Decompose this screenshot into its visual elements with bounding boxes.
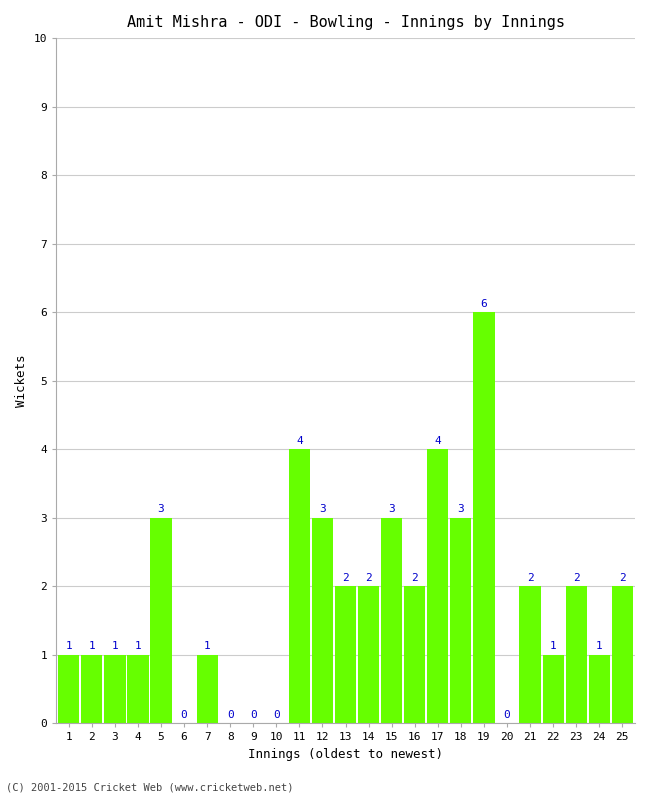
Text: 0: 0	[273, 710, 280, 720]
Bar	[589, 655, 610, 723]
Text: 1: 1	[135, 642, 141, 651]
Text: 1: 1	[204, 642, 211, 651]
Text: 0: 0	[250, 710, 257, 720]
Bar	[427, 450, 448, 723]
Text: 0: 0	[227, 710, 233, 720]
Text: 3: 3	[388, 504, 395, 514]
Bar	[381, 518, 402, 723]
Text: 4: 4	[434, 436, 441, 446]
Text: 0: 0	[181, 710, 187, 720]
Bar	[289, 450, 310, 723]
Text: 1: 1	[112, 642, 118, 651]
Bar	[196, 655, 218, 723]
Bar	[127, 655, 149, 723]
Text: 2: 2	[342, 573, 349, 583]
Bar	[450, 518, 471, 723]
Bar	[519, 586, 541, 723]
Bar	[312, 518, 333, 723]
Bar	[58, 655, 79, 723]
Bar	[566, 586, 587, 723]
Bar	[150, 518, 172, 723]
Text: 1: 1	[66, 642, 72, 651]
Text: 3: 3	[458, 504, 464, 514]
Bar	[543, 655, 564, 723]
Text: 4: 4	[296, 436, 303, 446]
Y-axis label: Wickets: Wickets	[15, 354, 28, 407]
Text: 1: 1	[550, 642, 556, 651]
Bar	[81, 655, 103, 723]
Bar	[612, 586, 633, 723]
Text: 2: 2	[573, 573, 580, 583]
Bar	[404, 586, 425, 723]
Text: (C) 2001-2015 Cricket Web (www.cricketweb.net): (C) 2001-2015 Cricket Web (www.cricketwe…	[6, 782, 294, 792]
Text: 2: 2	[365, 573, 372, 583]
Text: 2: 2	[411, 573, 418, 583]
Text: 2: 2	[526, 573, 534, 583]
Text: 3: 3	[319, 504, 326, 514]
Text: 2: 2	[619, 573, 626, 583]
Title: Amit Mishra - ODI - Bowling - Innings by Innings: Amit Mishra - ODI - Bowling - Innings by…	[127, 15, 565, 30]
X-axis label: Innings (oldest to newest): Innings (oldest to newest)	[248, 748, 443, 761]
Text: 3: 3	[158, 504, 164, 514]
Text: 1: 1	[596, 642, 603, 651]
Bar	[473, 312, 495, 723]
Bar	[335, 586, 356, 723]
Text: 6: 6	[480, 299, 488, 309]
Text: 0: 0	[504, 710, 510, 720]
Bar	[104, 655, 125, 723]
Bar	[358, 586, 379, 723]
Text: 1: 1	[88, 642, 95, 651]
